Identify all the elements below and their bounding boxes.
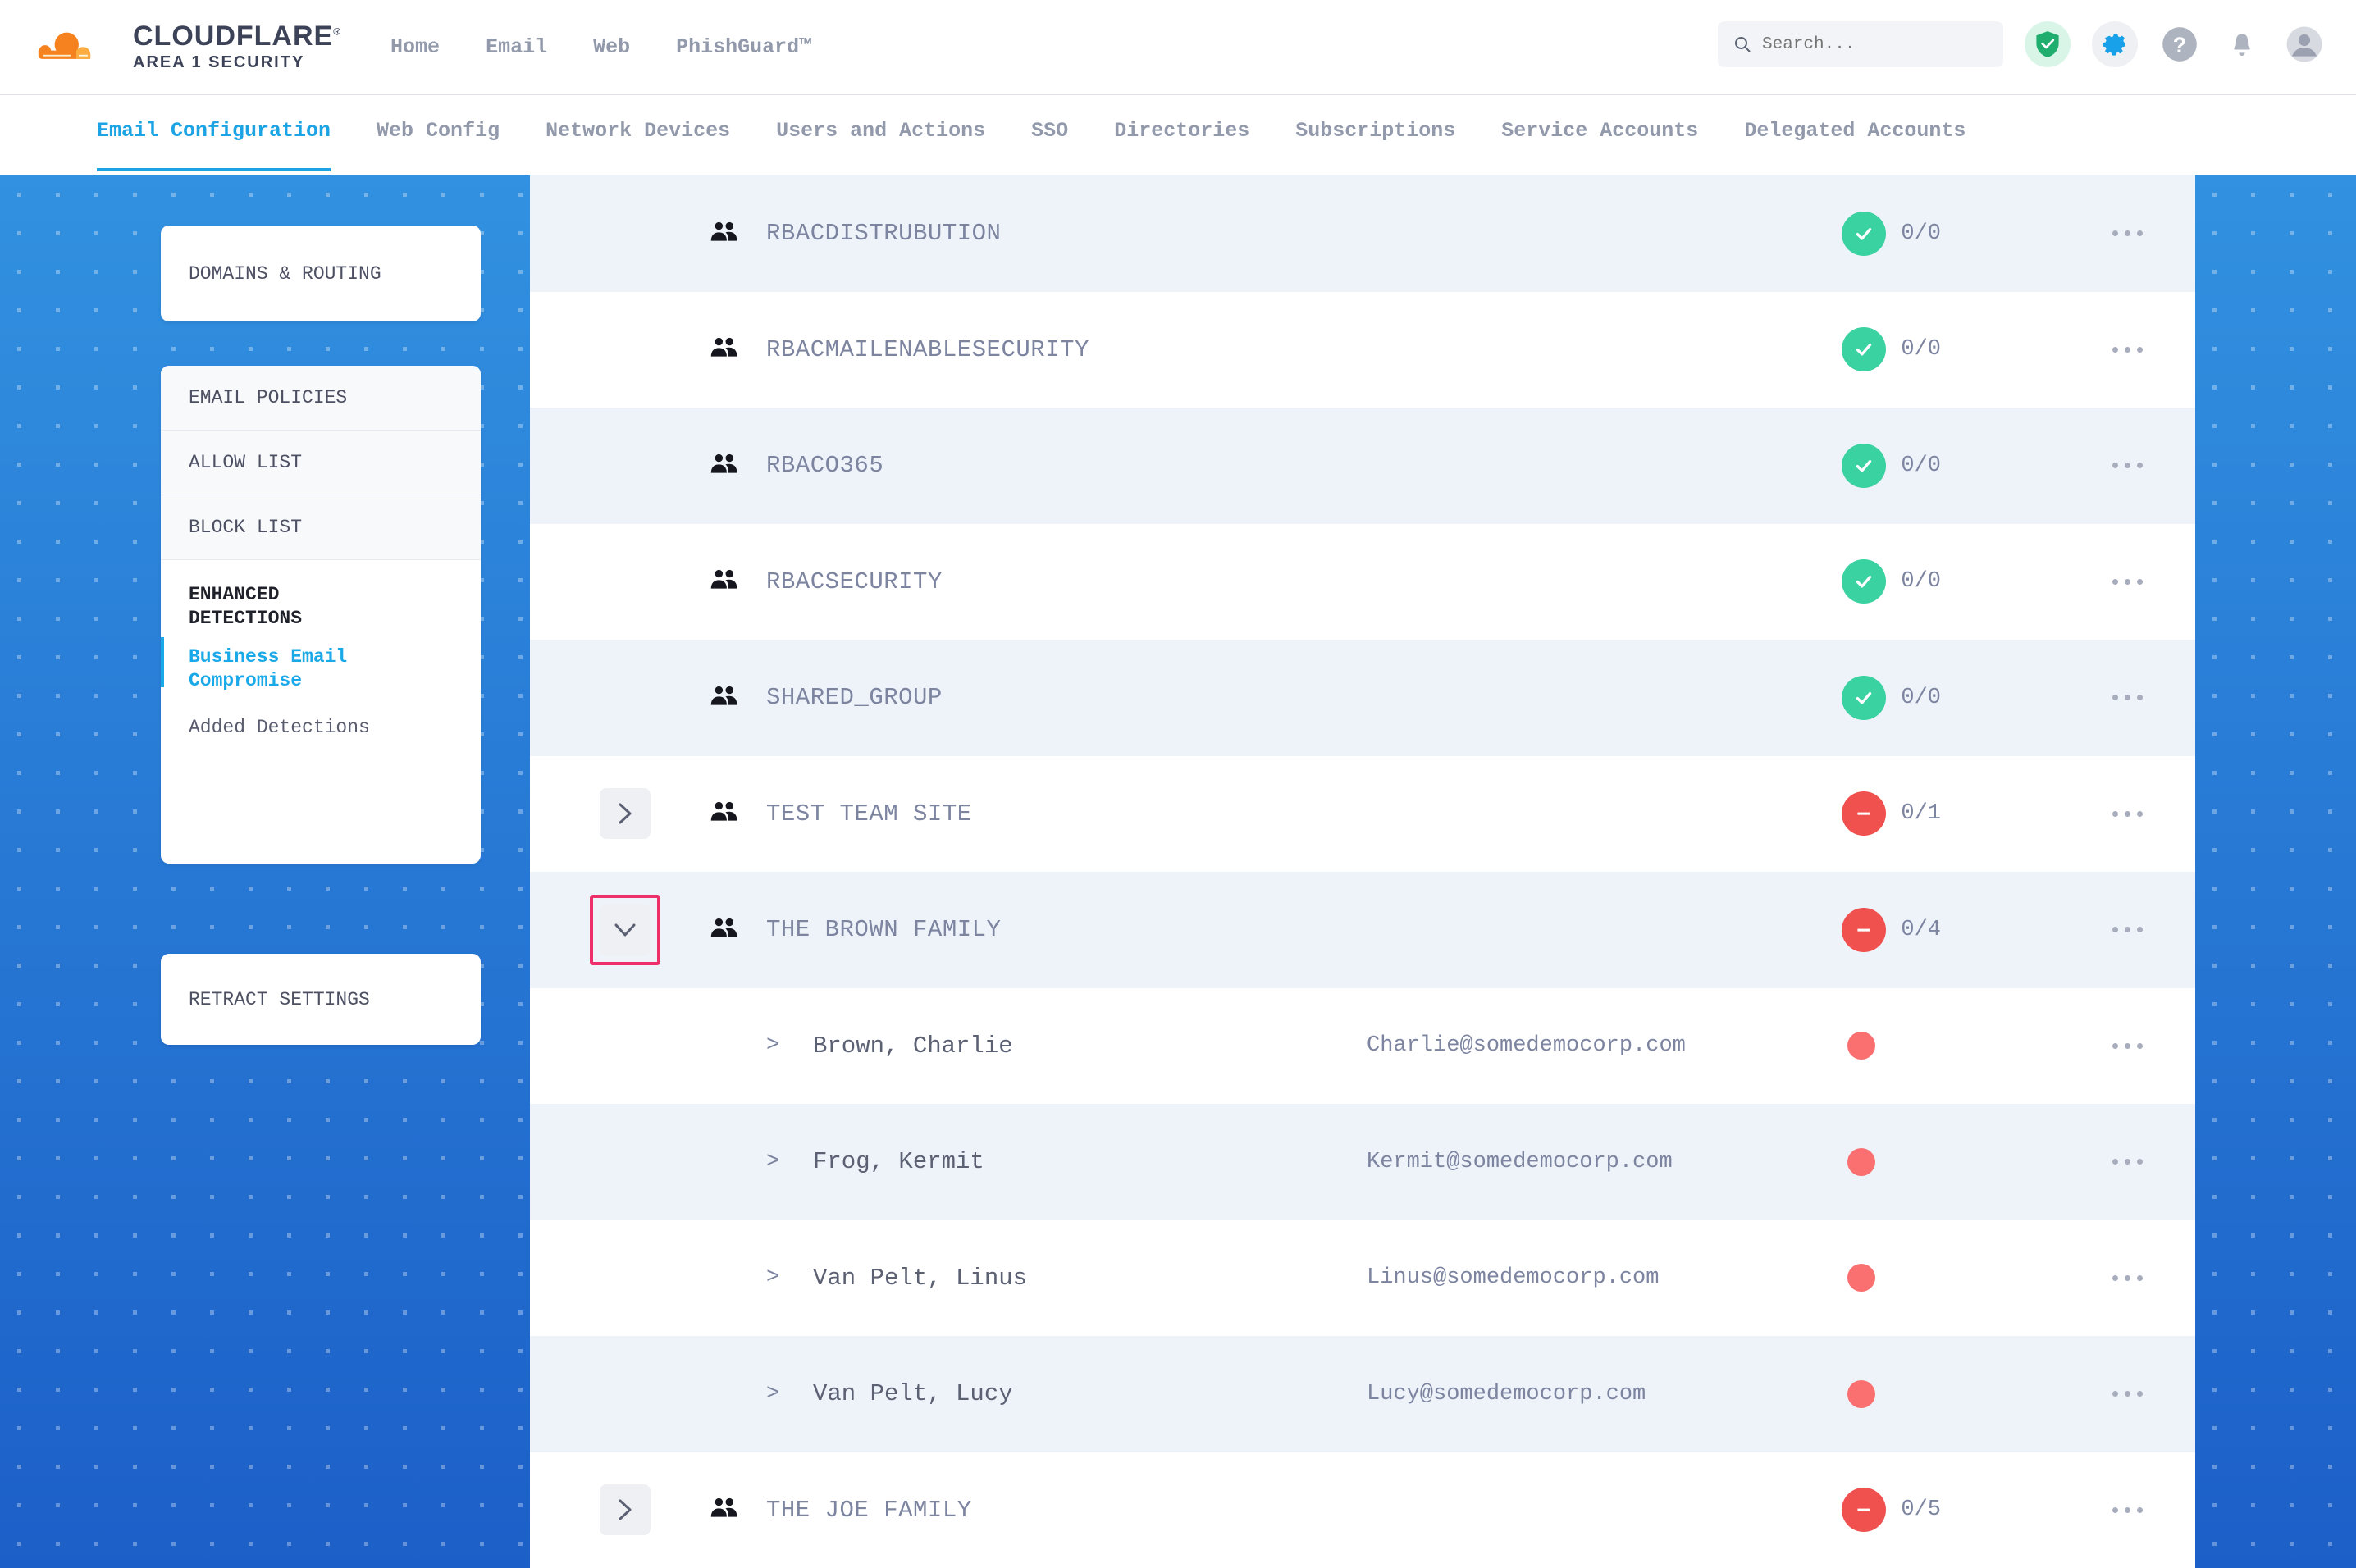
svg-text:?: ? [2173,32,2187,57]
